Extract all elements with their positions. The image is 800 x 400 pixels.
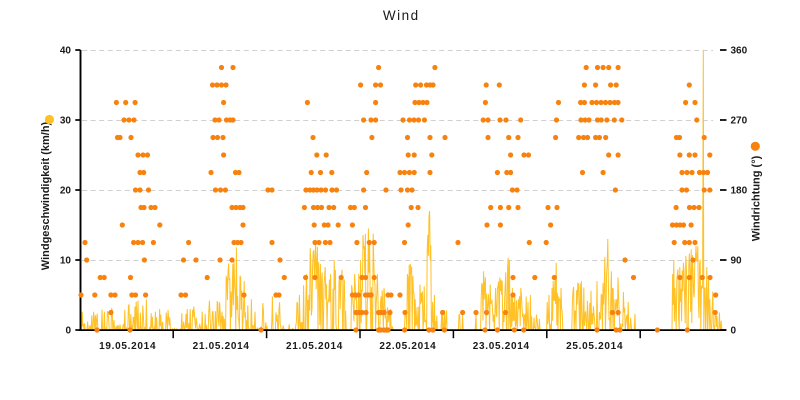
svg-text:21.05.2014: 21.05.2014 xyxy=(286,341,343,352)
svg-text:90: 90 xyxy=(731,256,743,267)
svg-text:Windrichtung (°): Windrichtung (°) xyxy=(751,155,763,241)
svg-text:19.05.2014: 19.05.2014 xyxy=(99,341,156,352)
svg-text:180: 180 xyxy=(731,186,748,197)
svg-text:23.05.2014: 23.05.2014 xyxy=(473,341,530,352)
svg-text:40: 40 xyxy=(60,46,72,57)
svg-text:0: 0 xyxy=(731,326,737,337)
svg-text:270: 270 xyxy=(731,116,748,127)
svg-text:20: 20 xyxy=(60,186,72,197)
svg-text:25.05.2014: 25.05.2014 xyxy=(566,341,623,352)
svg-text:10: 10 xyxy=(60,256,72,267)
svg-text:Wind: Wind xyxy=(383,8,420,23)
svg-text:Windgeschwindigkeit (km/h): Windgeschwindigkeit (km/h) xyxy=(40,121,52,270)
svg-text:22.05.2014: 22.05.2014 xyxy=(379,341,436,352)
svg-text:21.05.2014: 21.05.2014 xyxy=(193,341,250,352)
svg-text:30: 30 xyxy=(60,116,72,127)
svg-text:0: 0 xyxy=(65,326,71,337)
svg-text:360: 360 xyxy=(731,46,748,57)
